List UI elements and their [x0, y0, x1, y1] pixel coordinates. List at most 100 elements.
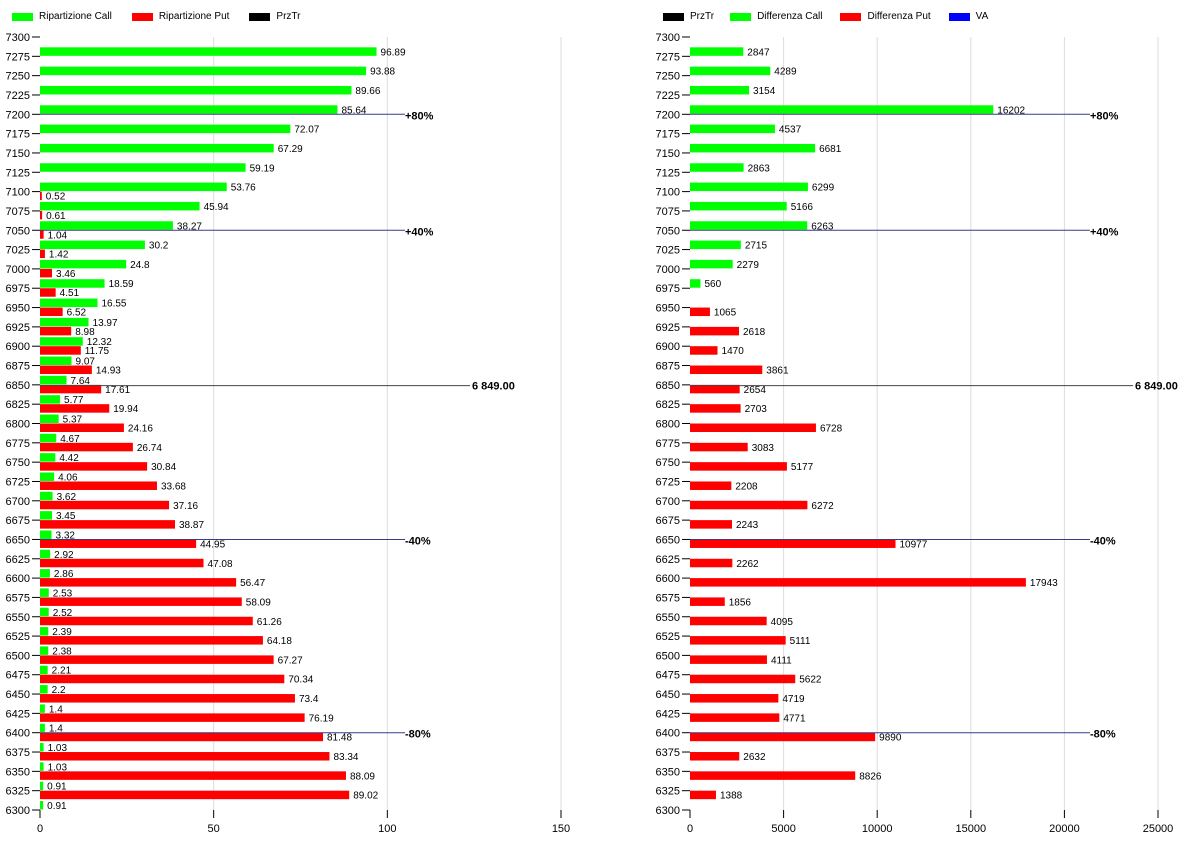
bar-ripartizione-call — [40, 781, 44, 791]
bar-value-label: 13.97 — [93, 318, 118, 329]
reference-line-label: +40% — [405, 226, 434, 238]
bar-value-label: 47.08 — [208, 559, 233, 570]
bar-ripartizione-put — [40, 616, 253, 626]
bar-differenza-call — [690, 182, 808, 192]
bar-value-label: 81.48 — [327, 733, 352, 744]
bar-value-label: 0.52 — [46, 192, 66, 203]
y-tick-label: 6750 — [6, 457, 30, 469]
bar-ripartizione-put — [40, 578, 237, 587]
bar-value-label: 4537 — [779, 125, 802, 136]
reference-line-label: +80% — [405, 110, 434, 122]
y-tick-label: 6300 — [6, 805, 30, 817]
bar-value-label: 24.8 — [130, 260, 150, 271]
bar-differenza-call — [690, 240, 741, 250]
legend-label: PrzTr — [690, 11, 715, 22]
bar-differenza-call — [690, 85, 750, 95]
x-tick-label: 0 — [687, 823, 693, 835]
bar-value-label: 59.19 — [250, 163, 275, 174]
bar-ripartizione-call — [40, 646, 49, 655]
bar-value-label: 3.46 — [56, 269, 76, 280]
y-tick-label: 6600 — [656, 573, 680, 585]
bar-differenza-put — [690, 520, 732, 529]
reference-line-label: -40% — [405, 535, 431, 547]
y-tick-label: 6800 — [656, 419, 680, 431]
price-line-label: 6 849.00 — [1135, 381, 1178, 393]
bar-value-label: 14.93 — [96, 366, 121, 377]
bar-value-label: 2715 — [745, 241, 768, 252]
bar-value-label: 6263 — [811, 221, 834, 232]
bar-ripartizione-call — [40, 762, 44, 771]
bar-value-label: 5.77 — [64, 395, 84, 406]
bar-value-label: 4.42 — [59, 453, 79, 464]
bar-ripartizione-call — [40, 201, 200, 211]
y-tick-label: 6975 — [6, 283, 30, 295]
bar-value-label: 2.2 — [52, 685, 66, 696]
y-tick-label: 6950 — [6, 303, 30, 315]
bar-value-label: 38.87 — [179, 520, 204, 531]
y-tick-label: 6400 — [656, 728, 680, 740]
y-tick-label: 7250 — [656, 71, 680, 83]
y-tick-label: 7275 — [656, 51, 680, 63]
bar-ripartizione-put — [40, 268, 53, 278]
bar-value-label: 7.64 — [71, 376, 91, 387]
bar-ripartizione-call — [40, 607, 49, 617]
y-tick-label: 7200 — [6, 109, 30, 121]
bar-value-label: 3.32 — [56, 530, 76, 541]
bar-value-label: 3.62 — [57, 492, 77, 503]
reference-line-label: +80% — [1090, 110, 1119, 122]
legend-item-differenza-call[interactable]: Differenza Call — [730, 11, 822, 22]
x-tick-label: 5000 — [771, 823, 795, 835]
y-tick-label: 6525 — [656, 631, 680, 643]
legend-item-prztr[interactable]: PrzTr — [249, 11, 300, 22]
bar-ripartizione-put — [40, 636, 263, 645]
legend-label: Ripartizione Call — [39, 11, 112, 22]
y-tick-label: 7300 — [6, 32, 30, 44]
bar-value-label: 53.76 — [231, 183, 256, 194]
bar-value-label: 2.38 — [52, 646, 72, 657]
chart-right: 0 5000 10000 15000 20000 25000 7300 7275 7250 722… — [656, 32, 1178, 835]
legend-item-ripartizione-put[interactable]: Ripartizione Put — [131, 11, 230, 22]
bar-differenza-put — [690, 578, 1026, 587]
legend-label: Ripartizione Put — [158, 11, 230, 22]
bar-differenza-call — [690, 66, 771, 76]
bar-value-label: 2632 — [743, 752, 766, 763]
y-tick-label: 6625 — [656, 554, 680, 566]
y-tick-label: 6725 — [6, 476, 30, 488]
legend-item-prztr[interactable]: PrzTr — [663, 11, 714, 22]
bar-value-label: 64.18 — [267, 636, 292, 647]
y-tick-label: 6475 — [6, 670, 30, 682]
y-tick-label: 6775 — [656, 438, 680, 450]
bar-differenza-put — [690, 790, 716, 800]
x-tick-label: 10000 — [862, 823, 893, 835]
y-tick-label: 7025 — [656, 245, 680, 257]
bar-ripartizione-put — [40, 191, 42, 201]
bar-differenza-put — [690, 752, 740, 761]
legend-item-va[interactable]: VA — [948, 11, 988, 22]
y-tick-label: 6550 — [6, 612, 30, 624]
bar-differenza-put — [690, 404, 741, 413]
bar-value-label: 3083 — [752, 443, 775, 454]
y-tick-label: 7100 — [656, 187, 680, 199]
bar-differenza-call — [690, 221, 808, 230]
y-tick-label: 6500 — [6, 650, 30, 662]
y-tick-label: 6650 — [6, 534, 30, 546]
bar-value-label: 5622 — [799, 675, 822, 686]
legend-swatch — [948, 12, 970, 21]
bar-ripartizione-call — [40, 395, 61, 404]
y-tick-label: 6450 — [656, 689, 680, 701]
y-tick-label: 6825 — [6, 399, 30, 411]
bar-value-label: 89.66 — [355, 86, 380, 97]
y-tick-label: 6950 — [656, 303, 680, 315]
legend-item-ripartizione-call[interactable]: Ripartizione Call — [12, 11, 112, 22]
x-tick-label: 150 — [552, 823, 570, 835]
bar-differenza-put — [690, 423, 816, 432]
bar-value-label: 1388 — [720, 791, 743, 802]
bar-differenza-put — [690, 732, 876, 742]
bar-differenza-put — [690, 558, 733, 568]
reference-line-label: -80% — [405, 729, 431, 741]
bar-value-label: 56.47 — [240, 578, 265, 589]
bar-value-label: 1856 — [729, 597, 752, 608]
legend-item-differenza-put[interactable]: Differenza Put — [840, 11, 931, 22]
y-tick-label: 7000 — [6, 264, 30, 276]
y-tick-label: 6650 — [656, 534, 680, 546]
